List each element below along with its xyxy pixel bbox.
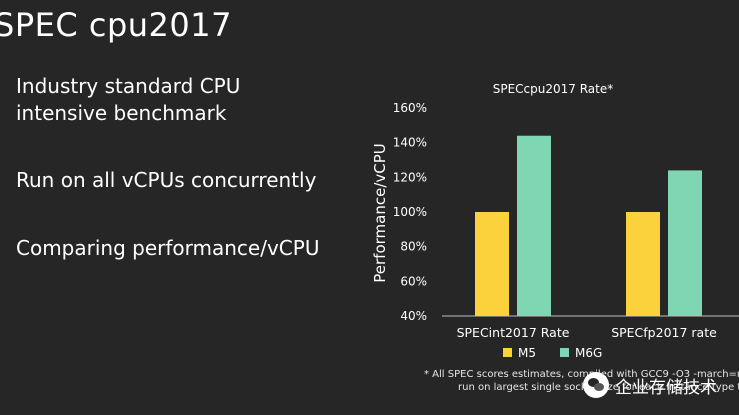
bars	[475, 135, 702, 316]
bullet-comparison: Comparing performance/vCPU	[16, 235, 319, 262]
wechat-icon	[583, 372, 609, 398]
legend: M5 M6G	[503, 346, 602, 360]
bar-m5-1	[626, 212, 660, 316]
bullet-benchmark-text: Industry standard CPU intensive benchmar…	[16, 74, 241, 125]
y-tick-label: 100%	[393, 205, 427, 219]
y-tick-label: 80%	[400, 240, 427, 254]
category-labels: SPECint2017 Rate SPECfp2017 rate	[457, 325, 718, 340]
bullet-comparison-text: Comparing performance/vCPU	[16, 236, 320, 260]
footnote-line-1: * All SPEC scores estimates, compiled wi…	[424, 369, 739, 380]
y-tick-label: 60%	[400, 274, 427, 288]
bar-m6g-0	[517, 135, 551, 316]
chart-title: SPECcpu2017 Rate*	[493, 82, 614, 96]
legend-label-m6g: M6G	[575, 346, 602, 360]
y-ticks: 40% 60% 80% 100% 120% 140% 160%	[393, 101, 427, 323]
bullet-concurrency: Run on all vCPUs concurrently	[16, 167, 316, 194]
y-tick-label: 160%	[393, 101, 427, 115]
legend-swatch-m5	[503, 348, 512, 357]
bullet-concurrency-text: Run on all vCPUs concurrently	[16, 168, 317, 192]
y-tick-label: 120%	[393, 170, 427, 184]
y-axis-label: Performance/vCPU	[371, 143, 389, 282]
y-tick-label: 140%	[393, 136, 427, 150]
category-label: SPECfp2017 rate	[611, 325, 717, 340]
legend-label-m5: M5	[518, 346, 536, 360]
legend-swatch-m6g	[560, 348, 569, 357]
y-tick-label: 40%	[400, 309, 427, 323]
bar-m6g-1	[668, 170, 702, 316]
category-label: SPECint2017 Rate	[457, 325, 570, 340]
watermark: 企业存储技术	[583, 372, 717, 398]
bullet-benchmark: Industry standard CPU intensive benchmar…	[16, 73, 240, 127]
watermark-text: 企业存储技术	[615, 377, 717, 398]
slide-title: SPEC cpu2017	[0, 6, 232, 44]
bar-m5-0	[475, 212, 509, 316]
